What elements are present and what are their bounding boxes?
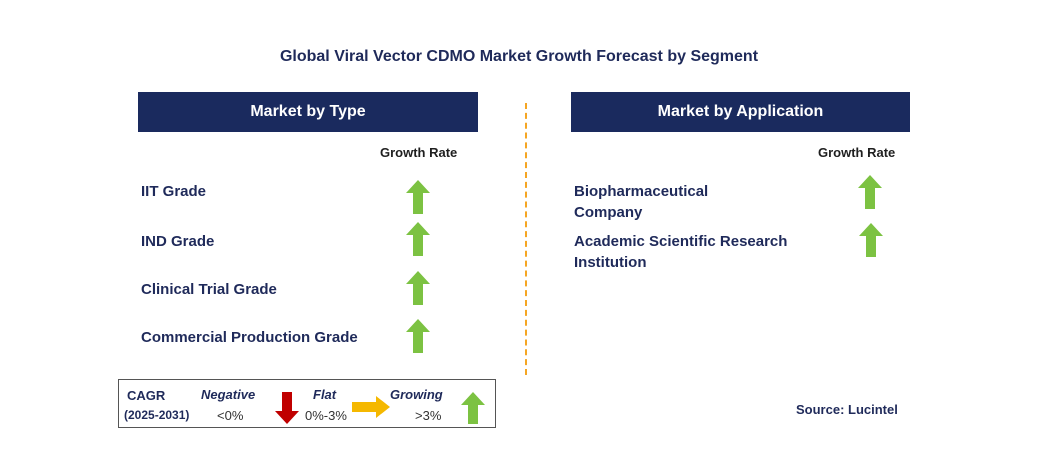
left-growth-rate-label: Growth Rate bbox=[380, 145, 458, 160]
up-arrow-icon bbox=[406, 222, 430, 256]
panel-divider bbox=[525, 103, 527, 375]
up-arrow-icon bbox=[406, 180, 430, 214]
up-arrow-icon bbox=[859, 223, 883, 257]
cagr-legend bbox=[118, 379, 496, 428]
type-item-label: Commercial Production Grade bbox=[141, 329, 358, 346]
down-arrow-icon bbox=[275, 392, 299, 424]
up-arrow-icon bbox=[406, 319, 430, 353]
growing-range: >3% bbox=[415, 408, 442, 423]
right-growth-rate-label: Growth Rate bbox=[818, 145, 896, 160]
source-label: Source: Lucintel bbox=[796, 402, 898, 417]
application-item-label: Biopharmaceutical Company bbox=[574, 183, 709, 221]
up-arrow-icon bbox=[406, 271, 430, 305]
flat-label: Flat bbox=[313, 387, 337, 402]
negative-range: <0% bbox=[217, 408, 244, 423]
type-item-label: IIT Grade bbox=[141, 183, 207, 200]
negative-label: Negative bbox=[201, 387, 256, 402]
growing-label: Growing bbox=[390, 387, 443, 402]
cagr-label: CAGR bbox=[127, 388, 166, 403]
type-item-label: IND Grade bbox=[141, 233, 215, 250]
up-arrow-icon bbox=[858, 175, 882, 209]
market-by-application-header: Market by Application bbox=[571, 92, 910, 132]
page-title: Global Viral Vector CDMO Market Growth F… bbox=[279, 48, 759, 65]
cagr-period: (2025-2031) bbox=[124, 408, 190, 422]
right-arrow-icon bbox=[352, 396, 390, 418]
type-item-label: Clinical Trial Grade bbox=[141, 281, 277, 298]
application-item-label: Academic Scientific Research Institution bbox=[574, 233, 788, 271]
flat-range: 0%-3% bbox=[305, 408, 347, 423]
market-by-type-header: Market by Type bbox=[138, 92, 478, 132]
up-arrow-icon bbox=[461, 392, 485, 424]
